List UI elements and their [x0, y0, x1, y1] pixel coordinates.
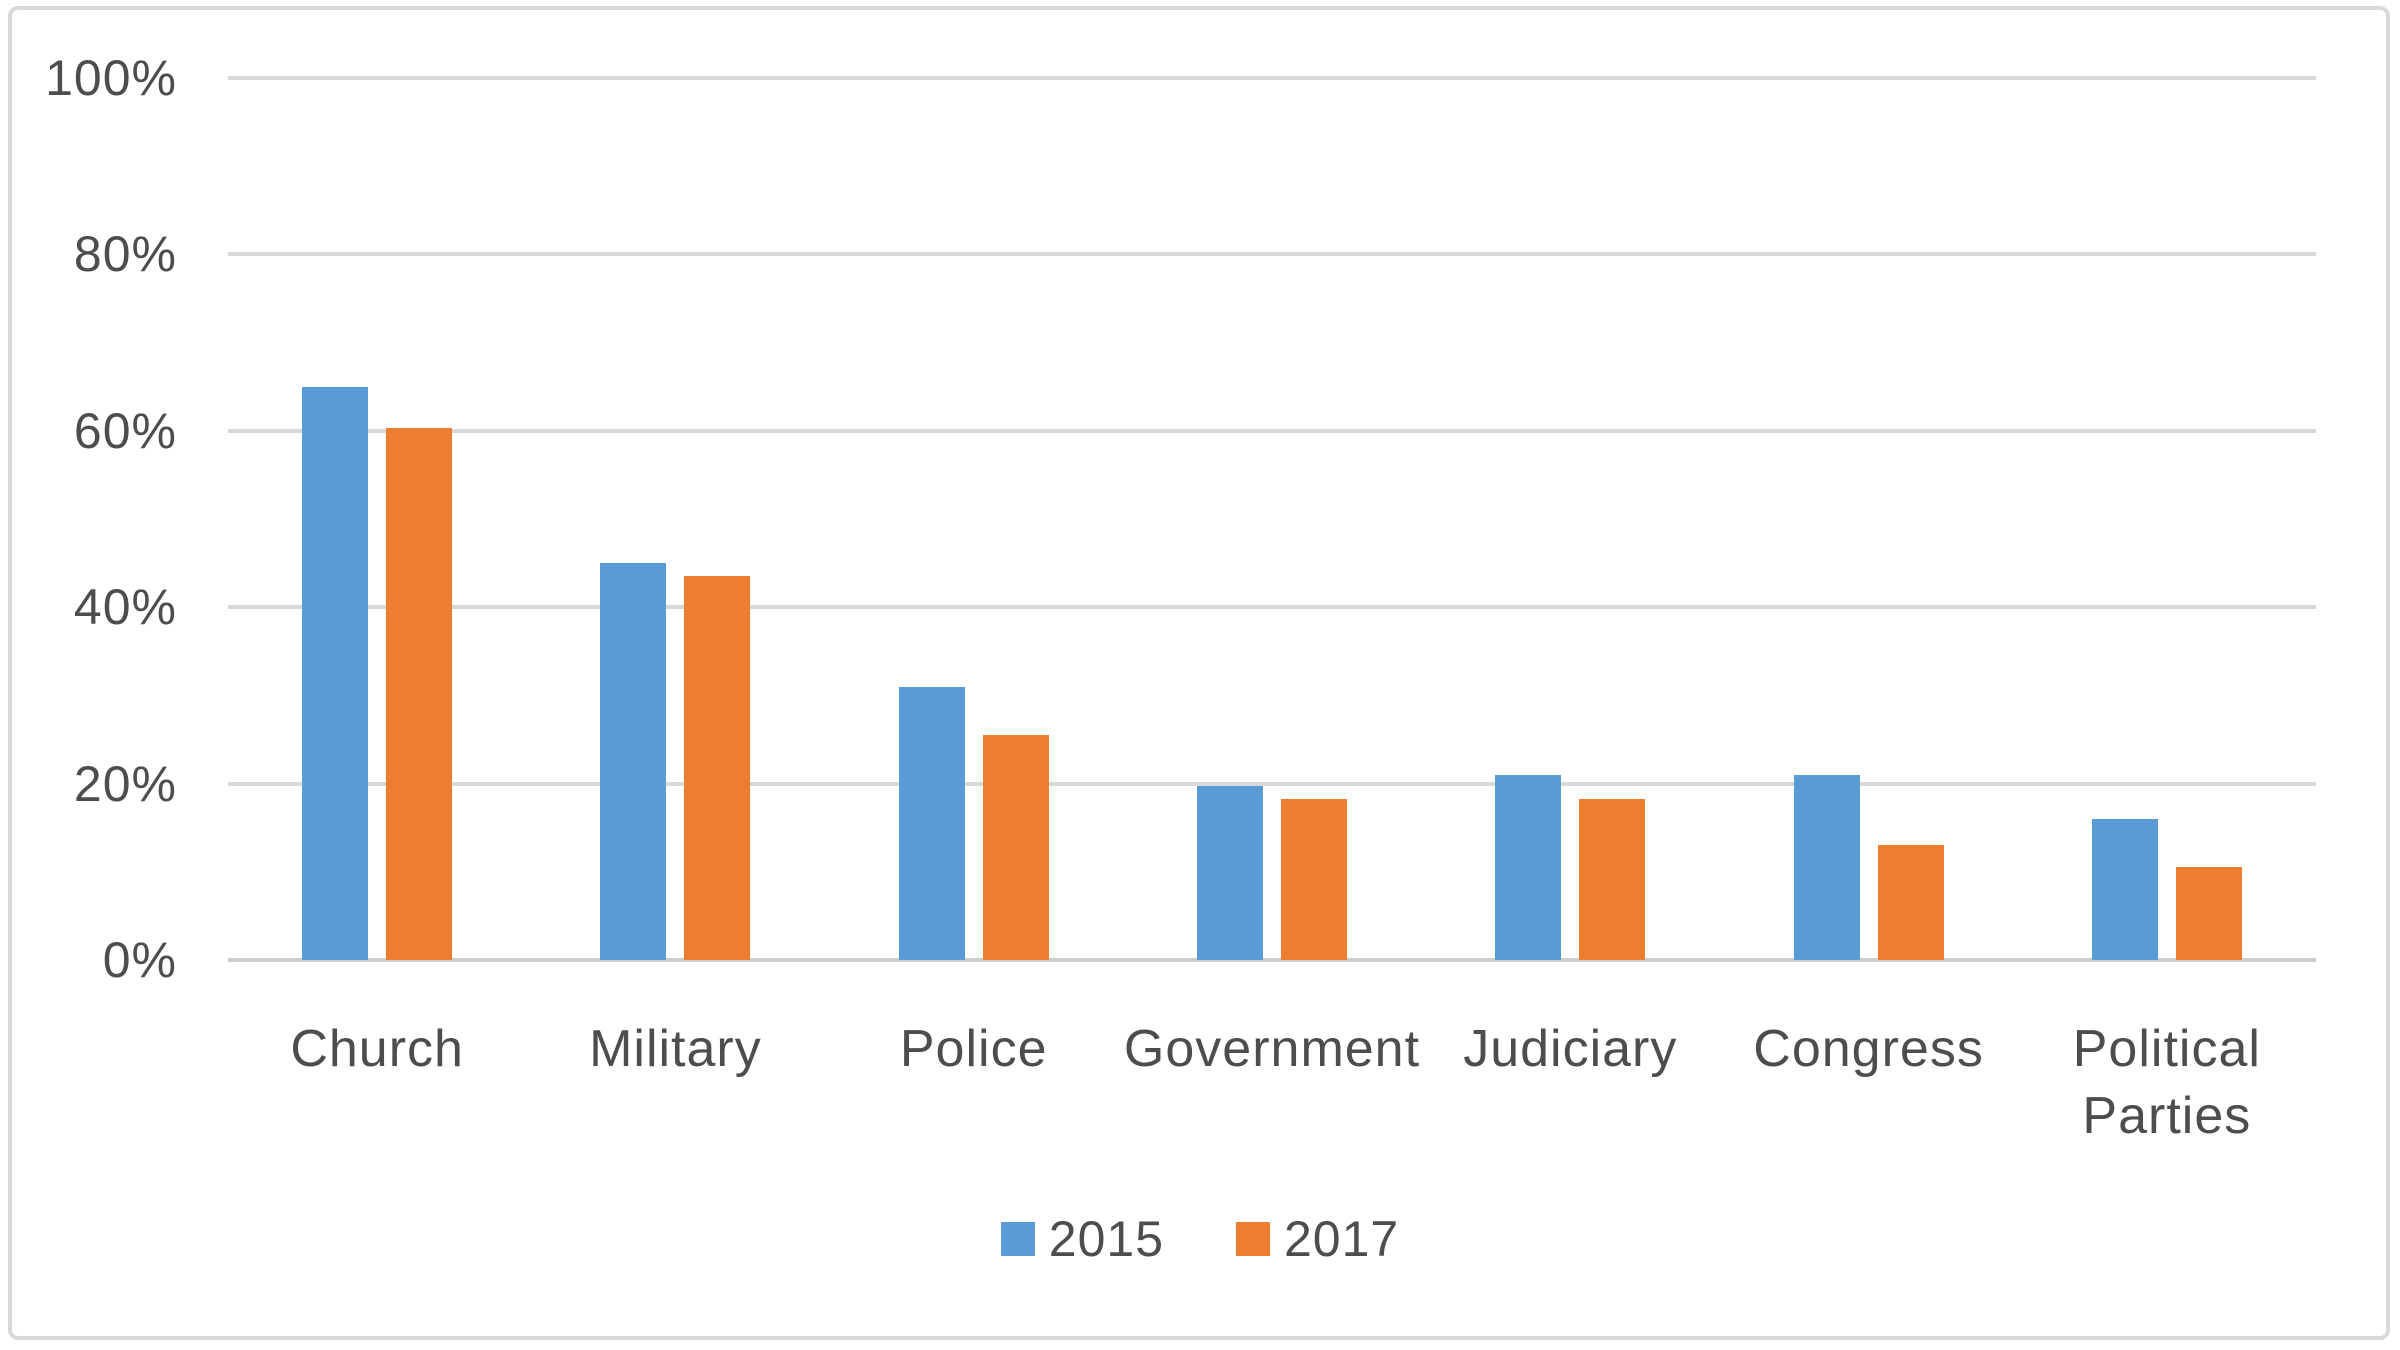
bar-2017-military: [684, 576, 751, 960]
bar-2017-congress: [1877, 845, 1944, 960]
category-label-political-parties: Political Parties: [2072, 1020, 2261, 1145]
plot-area: [228, 76, 2316, 962]
category-label-government: Government: [1123, 1020, 1421, 1078]
category-label-police: Police: [899, 1020, 1048, 1078]
bar-2017-judiciary: [1579, 799, 1646, 960]
legend-label-2017: 2017: [1284, 1211, 1400, 1267]
y-tick-label: 40%: [73, 579, 177, 636]
legend-swatch-2017-icon: [1236, 1222, 1270, 1256]
gridline: [228, 76, 2316, 80]
gridline: [228, 252, 2316, 257]
bar-2015-political-parties: [2091, 818, 2158, 960]
bar-2015-church: [302, 386, 369, 960]
bar-2017-church: [386, 428, 453, 960]
category-label-military: Military: [589, 1020, 762, 1078]
gridline: [228, 605, 2316, 610]
legend-item-2015: 2015: [1000, 1210, 1164, 1268]
bar-2015-government: [1197, 786, 1263, 960]
bar-2017-government: [1281, 799, 1347, 960]
legend: 2015 2017: [0, 1210, 2400, 1268]
category-label-congress: Congress: [1753, 1020, 1984, 1078]
category-label-church: Church: [290, 1020, 464, 1078]
bar-2015-judiciary: [1495, 774, 1562, 960]
y-tick-label: 20%: [73, 755, 177, 812]
y-tick-label: 60%: [73, 402, 177, 459]
bar-2015-congress: [1793, 774, 1860, 960]
y-tick-label: 80%: [73, 226, 177, 283]
category-label-judiciary: Judiciary: [1463, 1020, 1678, 1078]
y-tick-label: 0%: [102, 932, 177, 988]
gridline: [228, 428, 2316, 433]
legend-label-2015: 2015: [1048, 1211, 1164, 1267]
gridline: [228, 781, 2316, 786]
legend-item-2017: 2017: [1236, 1210, 1399, 1268]
bar-2017-political-parties: [2175, 867, 2242, 960]
bar-2015-military: [600, 563, 667, 960]
bar-2017-police: [982, 735, 1049, 960]
legend-swatch-2015-icon: [1000, 1222, 1035, 1256]
bar-2015-police: [898, 686, 965, 960]
y-tick-label: 100%: [45, 50, 177, 106]
x-axis-line: [228, 958, 2316, 962]
